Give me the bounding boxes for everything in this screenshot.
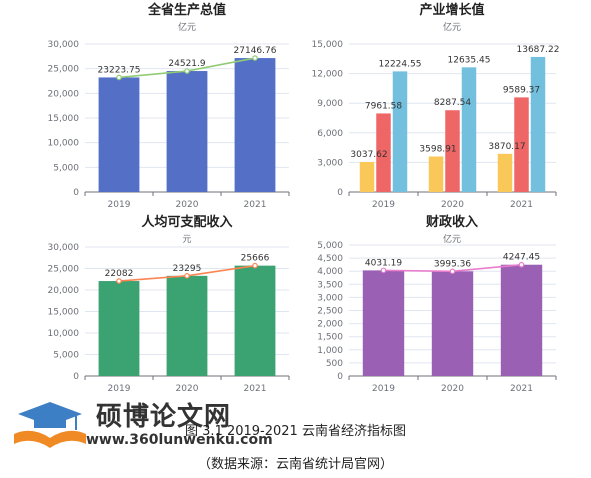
figure-caption: 图 3.1 2019-2021 云南省经济指标图: [185, 424, 406, 439]
chart3-xtick-label: 2019: [108, 384, 131, 394]
chart2-data-label: 9589.37: [503, 85, 540, 95]
chart2-data-label: 13687.22: [517, 45, 560, 55]
chart3-bar: [234, 265, 276, 376]
chart2-bar: [428, 156, 444, 192]
chart2-bar: [461, 67, 477, 192]
chart1-bar: [166, 71, 208, 192]
chart2-bar: [445, 110, 460, 192]
chart4-data-label: 4031.19: [365, 258, 402, 268]
chart2-data-label: 12635.45: [448, 55, 491, 65]
chart4-ytick-label: 1,000: [317, 346, 343, 356]
chart1-xtick-label: 2019: [108, 200, 131, 210]
chart3-bar: [166, 275, 208, 376]
chart3-data-label: 25666: [241, 254, 270, 264]
chart3-ytick-label: 10,000: [48, 329, 80, 339]
chart2-xtick-label: 2021: [510, 200, 533, 210]
chart1-ytick-label: 15,000: [48, 114, 80, 124]
chart4-ytick-label: 4,500: [317, 254, 343, 264]
chart2-bar: [514, 97, 529, 192]
chart2-title: 产业增长值: [419, 2, 484, 18]
chart1-bar: [98, 77, 140, 192]
chart2-data-label: 7961.58: [365, 101, 402, 111]
chart4-line-point: [449, 268, 456, 275]
chart1-ytick-label: 20,000: [48, 89, 80, 99]
chart1-ytick-label: 5,000: [53, 163, 79, 173]
chart3-ytick-label: 20,000: [48, 286, 80, 296]
chart1-data-label: 24521.9: [168, 59, 205, 69]
chart4-xtick-label: 2021: [510, 384, 533, 394]
chart2-xtick-label: 2019: [372, 200, 395, 210]
chart2-xtick-label: 2020: [441, 200, 464, 210]
chart1-data-label: 23223.75: [98, 65, 141, 75]
chart2-data-label: 8287.54: [434, 98, 471, 108]
chart2-bar: [530, 56, 546, 193]
chart3-ytick-label: 30,000: [48, 243, 80, 253]
chart4-title: 财政收入: [426, 214, 478, 230]
chart1-unit: 亿元: [178, 21, 196, 33]
chart1-line-point: [116, 74, 122, 81]
chart4-bar: [500, 264, 543, 376]
chart2-ytick-label: 12,000: [312, 70, 344, 80]
chart4-ytick-label: 2,500: [317, 307, 343, 317]
chart2-bar: [497, 153, 513, 192]
chart1-data-label: 27146.76: [234, 46, 277, 56]
chart4-line-point: [380, 267, 387, 274]
chart1-line-point: [184, 68, 190, 74]
chart2-data-label: 12224.55: [379, 59, 422, 69]
chart2-data-label: 3037.62: [350, 150, 387, 160]
chart2-data-label: 3870.17: [488, 142, 525, 152]
chart4-ytick-label: 4,000: [317, 267, 343, 277]
chart1-ytick-label: 0: [73, 188, 79, 198]
chart4-bar: [362, 270, 405, 376]
chart4-ytick-label: 2,000: [317, 320, 343, 330]
chart4-ytick-label: 3,000: [317, 293, 343, 303]
chart3-line-point: [184, 273, 190, 279]
chart2-bar: [359, 162, 375, 192]
chart1-ytick-label: 25,000: [48, 65, 80, 75]
chart3-ytick-label: 15,000: [48, 308, 80, 318]
chart4-data-label: 4247.45: [503, 253, 540, 263]
chart3-ytick-label: 25,000: [48, 265, 80, 275]
chart1-ytick-label: 10,000: [48, 139, 80, 149]
chart3-xtick-label: 2020: [176, 384, 199, 394]
chart3-data-label: 22082: [105, 269, 134, 279]
chart2-ytick-label: 0: [337, 188, 343, 198]
chart1-xtick-label: 2021: [244, 200, 267, 210]
chart4-bar: [431, 271, 474, 376]
chart2-ytick-label: 3,000: [317, 158, 343, 168]
chart4-unit: 亿元: [443, 233, 461, 245]
chart2-unit: 亿元: [443, 21, 461, 33]
chart4-data-label: 3995.36: [434, 259, 471, 269]
chart1-bar: [234, 58, 276, 192]
chart3-unit: 元: [182, 235, 191, 245]
chart4-xtick-label: 2019: [372, 384, 395, 394]
chart4-xtick-label: 2020: [441, 384, 464, 394]
chart4-ytick-label: 500: [326, 359, 343, 369]
chart4-ytick-label: 1,500: [317, 333, 343, 343]
chart3-title: 人均可支配收入: [141, 214, 232, 230]
chart1-line-point: [252, 55, 258, 61]
chart2-bar: [376, 113, 391, 192]
chart2-ytick-label: 9,000: [317, 99, 343, 109]
chart3-line-point: [116, 278, 122, 284]
chart4-ytick-label: 5,000: [317, 241, 343, 251]
chart2-data-label: 3598.91: [419, 144, 456, 154]
chart3-ytick-label: 0: [73, 372, 79, 382]
chart1-title: 全省生产总值: [147, 2, 226, 18]
chart2-bar: [392, 71, 408, 192]
chart3-bar: [98, 281, 140, 376]
chart4-ytick-label: 0: [337, 372, 343, 382]
chart3-ytick-label: 5,000: [53, 351, 79, 361]
figure-source: （数据来源：云南省统计局官网）: [197, 457, 393, 472]
chart4-ytick-label: 3,500: [317, 280, 343, 290]
chart4-line-point: [518, 261, 525, 268]
chart2-ytick-label: 6,000: [317, 129, 343, 139]
chart1-ytick-label: 30,000: [48, 40, 80, 50]
chart3-xtick-label: 2021: [244, 384, 267, 394]
chart2-ytick-label: 15,000: [312, 40, 344, 50]
chart3-data-label: 23295: [173, 264, 202, 274]
chart3-line-point: [252, 262, 258, 269]
chart1-xtick-label: 2020: [176, 200, 199, 210]
